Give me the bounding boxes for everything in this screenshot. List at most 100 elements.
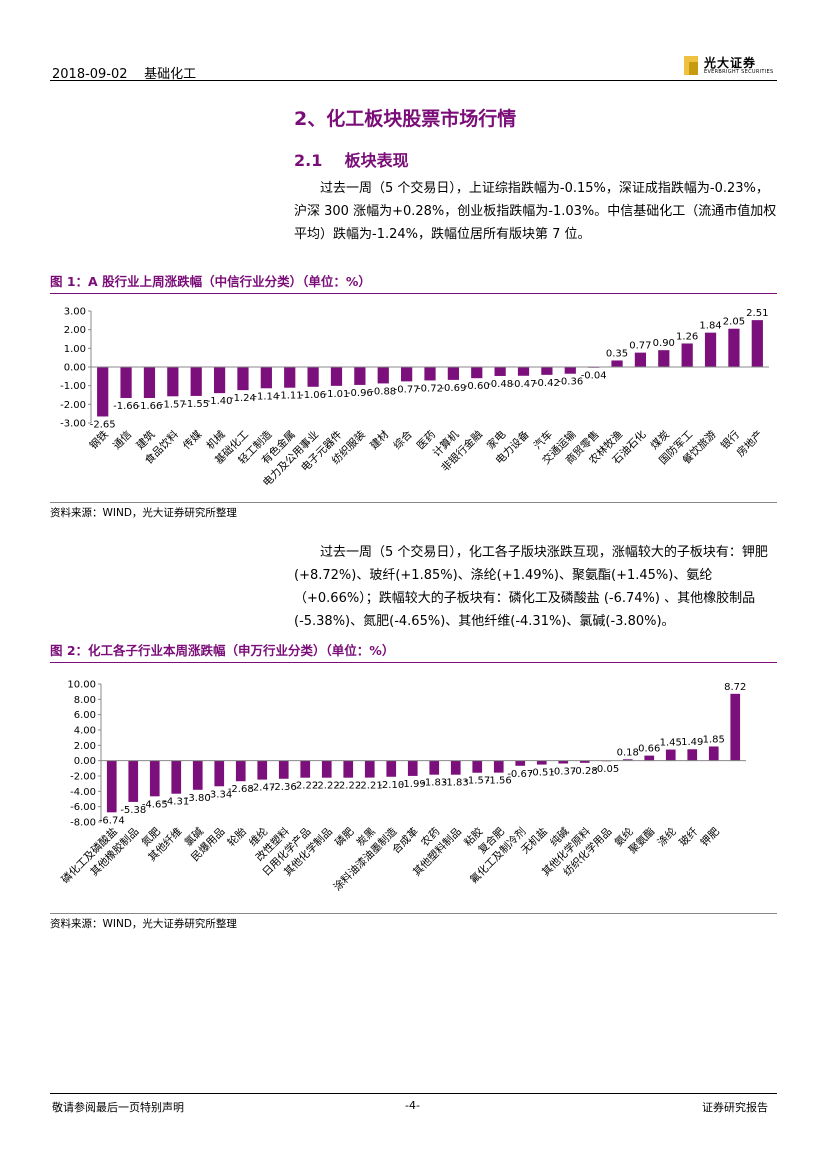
- figure-2-source-line: [50, 913, 777, 914]
- bar: [564, 367, 576, 374]
- data-label: -0.28: [572, 766, 598, 777]
- section-title: 2、化工板块股票市场行情: [294, 108, 517, 130]
- bar: [190, 367, 202, 396]
- bar: [634, 352, 647, 367]
- data-label: -2.22: [335, 781, 361, 792]
- data-label: -1.83: [421, 778, 447, 789]
- bar: [494, 367, 506, 376]
- y-tick-label: -8.00: [70, 818, 96, 829]
- data-label: -1.01: [324, 389, 350, 400]
- data-label: -1.14: [253, 391, 279, 402]
- data-label: -0.96: [347, 388, 373, 399]
- data-label: -2.68: [228, 784, 254, 795]
- data-label: -2.22: [314, 781, 340, 792]
- y-tick-label: -1.00: [60, 381, 86, 392]
- data-label: -0.51: [529, 768, 555, 779]
- data-label: -0.72: [417, 383, 443, 394]
- figure-1-title: 图 1：A 股行业上周涨跌幅（中信行业分类）（单位：%）: [50, 274, 371, 289]
- bar: [558, 760, 569, 764]
- page-number: -4-: [405, 1099, 420, 1112]
- bar: [704, 332, 717, 367]
- data-label: -2.21: [357, 781, 383, 792]
- bar: [665, 749, 676, 761]
- logo-en-text: EVERBRIGHT SECURITIES: [704, 69, 774, 75]
- bar: [424, 367, 436, 381]
- data-label: 0.66: [638, 744, 660, 755]
- y-tick-label: 0.00: [64, 363, 86, 374]
- data-label: -0.60: [464, 381, 490, 392]
- data-label: -0.77: [394, 384, 420, 395]
- data-label: 0.90: [653, 338, 675, 349]
- data-label: -0.67: [507, 769, 533, 780]
- section-subtitle: 2.1 板块表现: [294, 151, 409, 170]
- data-label: -4.65: [142, 799, 168, 810]
- data-label: -3.80: [185, 793, 211, 804]
- bar: [493, 760, 504, 773]
- bar: [235, 760, 246, 782]
- bar: [429, 760, 440, 775]
- header-date-section: 2018-09-02 基础化工: [52, 67, 197, 82]
- y-tick-label: 0.00: [74, 756, 96, 767]
- bar: [681, 343, 693, 367]
- y-tick-label: 4.00: [74, 726, 96, 737]
- bar: [708, 746, 719, 761]
- bar: [307, 367, 319, 387]
- figure-2-source: 资料来源：WIND，光大证券研究所整理: [50, 918, 237, 930]
- bar: [658, 350, 670, 367]
- y-tick-label: 2.00: [74, 741, 96, 752]
- bar: [386, 760, 397, 777]
- y-tick-label: 10.00: [67, 680, 96, 691]
- x-tick-label: 房地产: [734, 428, 765, 459]
- data-label: 0.35: [606, 348, 628, 359]
- bar: [728, 328, 740, 367]
- data-label: -4.31: [163, 797, 189, 808]
- bar: [730, 693, 741, 761]
- bar: [517, 367, 530, 376]
- logo-cn-text: 光大证券: [704, 56, 757, 70]
- bar: [106, 760, 117, 813]
- data-label: 1.84: [699, 321, 721, 332]
- bar: [472, 760, 483, 773]
- logo-mark-inner-icon: [689, 62, 698, 75]
- bar: [214, 760, 225, 787]
- x-tick-label: 建材: [367, 428, 391, 452]
- x-tick-label: 传媒: [180, 428, 204, 452]
- bar: [143, 367, 156, 398]
- x-tick-label: 玻纤: [676, 825, 700, 849]
- bar: [97, 367, 109, 417]
- data-label: 2.51: [746, 308, 768, 319]
- bar: [171, 760, 182, 794]
- footer-divider: [50, 1093, 777, 1094]
- data-label: -0.36: [557, 377, 583, 388]
- data-label: -1.06: [300, 390, 326, 401]
- bar: [260, 367, 272, 389]
- y-tick-label: 1.00: [64, 344, 86, 355]
- data-label: 8.72: [724, 682, 746, 693]
- bar: [300, 760, 311, 778]
- data-label: -1.57: [160, 399, 186, 410]
- bar: [330, 367, 343, 386]
- bar: [644, 755, 655, 761]
- bar: [687, 749, 698, 761]
- data-label: -1.24: [230, 393, 256, 404]
- bar: [278, 760, 289, 779]
- data-label: -3.34: [206, 789, 232, 800]
- data-label: -0.69: [440, 383, 466, 394]
- data-label: -0.42: [534, 378, 560, 389]
- bar: [447, 367, 459, 380]
- data-label: -0.37: [550, 767, 576, 778]
- data-label: -1.40: [207, 396, 233, 407]
- header-divider: [50, 80, 777, 81]
- data-label: -2.10: [378, 780, 404, 791]
- bar: [611, 360, 623, 367]
- figure-2-title: 图 2：化工各子行业本周涨跌幅（申万行业分类）（单位：%）: [50, 643, 395, 658]
- data-label: 0.77: [629, 341, 651, 352]
- data-label: -0.05: [593, 764, 619, 775]
- bar: [237, 367, 249, 391]
- data-label: -1.66: [137, 401, 163, 412]
- bar: [120, 367, 132, 398]
- data-label: -1.55: [183, 399, 209, 410]
- data-label: -2.36: [271, 782, 297, 793]
- data-label: -0.04: [581, 371, 607, 382]
- y-tick-label: 3.00: [64, 307, 86, 318]
